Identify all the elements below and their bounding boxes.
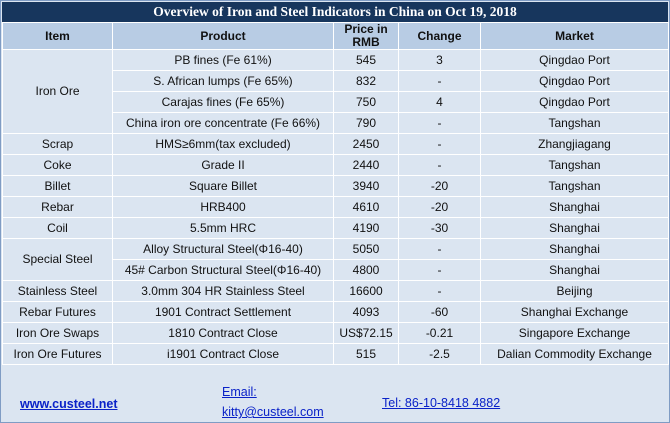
- table-row: Billet Square Billet 3940 -20 Tangshan: [2, 175, 669, 197]
- header-market: Market: [480, 22, 669, 50]
- cell-product: i1901 Contract Close: [112, 343, 334, 365]
- header-price: Price in RMB: [333, 22, 399, 50]
- cell-product: Carajas fines (Fe 65%): [112, 91, 334, 113]
- cell-item: Billet: [2, 175, 113, 197]
- cell-product: 3.0mm 304 HR Stainless Steel: [112, 280, 334, 302]
- table-body: Iron Ore PB fines (Fe 61%) 545 3 Qingdao Por…: [2, 49, 669, 365]
- table-row: Rebar Futures 1901 Contract Settlement 409…: [2, 301, 669, 323]
- cell-product: Alloy Structural Steel(Φ16-40): [112, 238, 334, 260]
- cell-item: Coil: [2, 217, 113, 239]
- cell-change: -: [398, 112, 481, 134]
- cell-product: HRB400: [112, 196, 334, 218]
- table-row: S. African lumps (Fe 65%) 832- Qingdao Por…: [3, 70, 669, 92]
- cell-price: 790: [333, 112, 399, 134]
- cell-change: -30: [398, 217, 481, 239]
- cell-product: Square Billet: [112, 175, 334, 197]
- cell-price: 4610: [333, 196, 399, 218]
- header-item: Item: [2, 22, 113, 50]
- contact-footer: www.custeel.net Email: kitty@custeel.com…: [2, 384, 668, 422]
- cell-price: 515: [333, 343, 399, 365]
- cell-product: S. African lumps (Fe 65%): [112, 70, 334, 92]
- cell-item: Scrap: [2, 133, 113, 155]
- cell-change: -: [398, 280, 481, 302]
- cell-item: Rebar: [2, 196, 113, 218]
- table-row: Stainless Steel 3.0mm 304 HR Stainless St…: [2, 280, 669, 302]
- cell-product: PB fines (Fe 61%): [112, 49, 334, 71]
- cell-market: Beijing: [480, 280, 669, 302]
- cell-item: Iron Ore Futures: [2, 343, 113, 365]
- cell-price: 2440: [333, 154, 399, 176]
- cell-change: -0.21: [398, 322, 481, 344]
- cell-market: Qingdao Port: [480, 91, 669, 113]
- cell-item: Special Steel: [2, 238, 113, 281]
- header-change: Change: [398, 22, 481, 50]
- cell-market: Shanghai: [480, 238, 669, 260]
- table-row: Iron Ore Futures i1901 Contract Close 515-…: [2, 343, 669, 365]
- cell-product: China iron ore concentrate (Fe 66%): [112, 112, 334, 134]
- cell-market: Qingdao Port: [480, 49, 669, 71]
- cell-product: 45# Carbon Structural Steel(Φ16-40): [112, 259, 334, 281]
- cell-product: 1810 Contract Close: [112, 322, 334, 344]
- website-link[interactable]: www.custeel.net: [20, 397, 118, 411]
- cell-product: 5.5mm HRC: [112, 217, 334, 239]
- cell-market: Tangshan: [480, 175, 669, 197]
- cell-change: -60: [398, 301, 481, 323]
- cell-market: Tangshan: [480, 112, 669, 134]
- table-title: Overview of Iron and Steel Indicators in…: [2, 2, 668, 22]
- cell-price: 832: [333, 70, 399, 92]
- cell-price: 4093: [333, 301, 399, 323]
- cell-price: 3940: [333, 175, 399, 197]
- cell-change: -: [398, 133, 481, 155]
- cell-price: 16600: [333, 280, 399, 302]
- cell-product: HMS≥6mm(tax excluded): [112, 133, 334, 155]
- cell-price: US$72.15: [333, 322, 399, 344]
- indicators-table: Item Product Price in RMB Change Market …: [2, 22, 669, 365]
- cell-product: 1901 Contract Settlement: [112, 301, 334, 323]
- table-row: Rebar HRB400 4610 -20 Shanghai: [2, 196, 669, 218]
- header-product: Product: [112, 22, 334, 50]
- cell-market: Tangshan: [480, 154, 669, 176]
- cell-market: Shanghai: [480, 196, 669, 218]
- cell-market: Singapore Exchange: [480, 322, 669, 344]
- table-row: Iron Ore Swaps 1810 Contract Close US$72.1…: [2, 322, 669, 344]
- cell-market: Shanghai: [480, 217, 669, 239]
- cell-market: Shanghai Exchange: [480, 301, 669, 323]
- cell-change: -2.5: [398, 343, 481, 365]
- cell-product: Grade II: [112, 154, 334, 176]
- cell-price: 4190: [333, 217, 399, 239]
- table-row: Coke Grade II 2440- Tangshan: [2, 154, 669, 176]
- cell-price: 5050: [333, 238, 399, 260]
- table-row: Coil 5.5mm HRC 4190 -30 Shanghai: [2, 217, 669, 239]
- cell-change: 3: [398, 49, 481, 71]
- cell-item: Coke: [2, 154, 113, 176]
- cell-item: Stainless Steel: [2, 280, 113, 302]
- cell-price: 750: [333, 91, 399, 113]
- cell-item: Iron Ore Swaps: [2, 322, 113, 344]
- cell-change: -20: [398, 196, 481, 218]
- cell-change: -: [398, 259, 481, 281]
- cell-market: Dalian Commodity Exchange: [480, 343, 669, 365]
- email-label: Email:: [222, 385, 257, 399]
- table-row: Iron Ore PB fines (Fe 61%) 545 3 Qingdao Por…: [2, 49, 669, 134]
- cell-change: -20: [398, 175, 481, 197]
- table-row: Special Steel Alloy Structural Steel(Φ16-…: [2, 238, 669, 281]
- cell-item: Iron Ore: [2, 49, 113, 134]
- cell-change: -: [398, 154, 481, 176]
- phone-link[interactable]: Tel: 86-10-8418 4882: [382, 396, 501, 410]
- cell-item: Rebar Futures: [2, 301, 113, 323]
- cell-change: -: [398, 70, 481, 92]
- cell-market: Zhangjiagang: [480, 133, 669, 155]
- table-row: Scrap HMS≥6mm(tax excluded) 2450- Zhangjiag…: [2, 133, 669, 155]
- cell-price: 2450: [333, 133, 399, 155]
- header-row: Item Product Price in RMB Change Market: [2, 22, 669, 50]
- cell-change: -: [398, 238, 481, 260]
- cell-market: Qingdao Port: [480, 70, 669, 92]
- cell-price: 545: [333, 49, 399, 71]
- cell-market: Shanghai: [480, 259, 669, 281]
- email-link[interactable]: kitty@custeel.com: [222, 405, 324, 419]
- cell-price: 4800: [333, 259, 399, 281]
- table-row: Carajas fines (Fe 65%) 750 4 Qingdao Port: [3, 91, 669, 113]
- cell-change: 4: [398, 91, 481, 113]
